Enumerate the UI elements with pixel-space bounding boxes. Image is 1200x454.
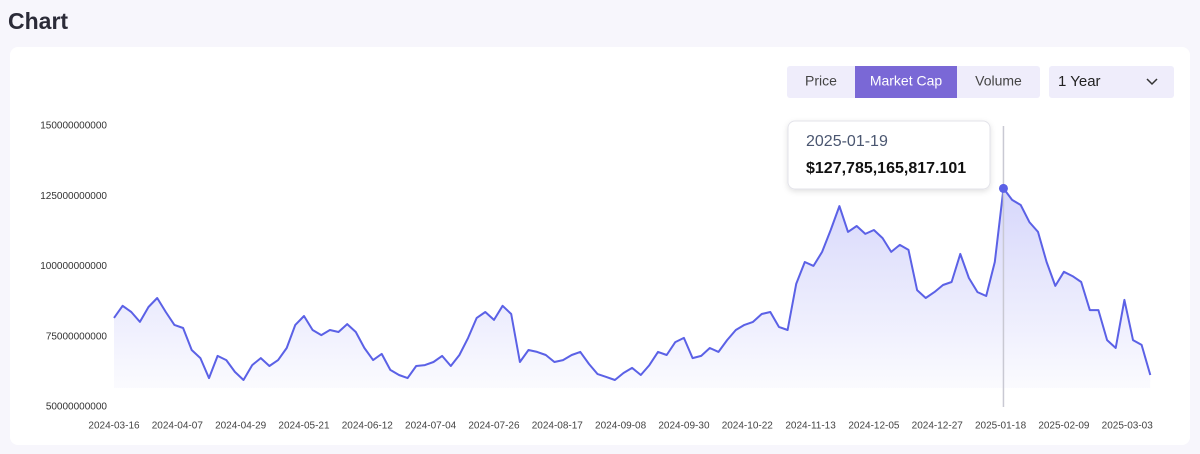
line xyxy=(113,187,1152,381)
x-tick-label: 2024-07-04 xyxy=(405,421,457,432)
chevron-icon[interactable] xyxy=(1146,78,1158,86)
x-tick-label: 2024-05-21 xyxy=(278,421,330,432)
tooltip-box xyxy=(787,120,991,190)
x-tick-label: 2024-08-17 xyxy=(532,421,584,432)
tooltip-value: $127,785,165,817.101 xyxy=(806,160,966,177)
x-tick-label: 2024-09-30 xyxy=(658,421,710,432)
range-select[interactable] xyxy=(1049,66,1174,98)
y-tick-label: 50000000000 xyxy=(46,402,108,413)
x-tick-label: 2024-03-16 xyxy=(88,421,140,432)
x-tick-label: 2024-10-22 xyxy=(722,421,774,432)
y-tick-label: 125000000000 xyxy=(40,191,107,202)
tooltip-date: 2025-01-19 xyxy=(806,133,888,150)
x-tick-label: 2024-04-29 xyxy=(215,421,267,432)
tab-label[interactable]: Volume xyxy=(975,73,1022,89)
y-tick-label: 150000000000 xyxy=(40,121,107,132)
tooltip-dot xyxy=(998,183,1008,193)
x-tick-label: 2024-06-12 xyxy=(342,421,394,432)
y-tick-label: 100000000000 xyxy=(40,261,107,272)
x-tick-label: 2024-12-05 xyxy=(848,421,900,432)
x-tick-label: 2025-02-09 xyxy=(1038,421,1090,432)
x-tick-label: 2024-09-08 xyxy=(595,421,647,432)
plot: 50000000000 75000000000 100000000000 125000… xyxy=(40,121,1153,432)
y-tick-label: 75000000000 xyxy=(46,331,108,342)
area-fill xyxy=(114,188,1151,388)
tab-label[interactable]: Price xyxy=(805,73,837,89)
x-tick-label: 2025-01-18 xyxy=(975,421,1027,432)
tab-active[interactable] xyxy=(855,66,957,98)
x-tick-label: 2024-04-07 xyxy=(152,421,204,432)
x-tick-label: 2024-07-26 xyxy=(468,421,520,432)
page-title: Chart xyxy=(8,8,68,34)
x-tick-label: 2024-11-13 xyxy=(785,421,836,432)
range-label[interactable]: 1 Year xyxy=(1058,73,1101,90)
x-tick-label: 2025-03-03 xyxy=(1102,421,1154,432)
tooltip: 2025-01-19 $127,785,165,817.101 xyxy=(787,120,991,190)
tab-label[interactable]: Market Cap xyxy=(870,73,943,89)
x-tick-label: 2024-12-27 xyxy=(912,421,964,432)
